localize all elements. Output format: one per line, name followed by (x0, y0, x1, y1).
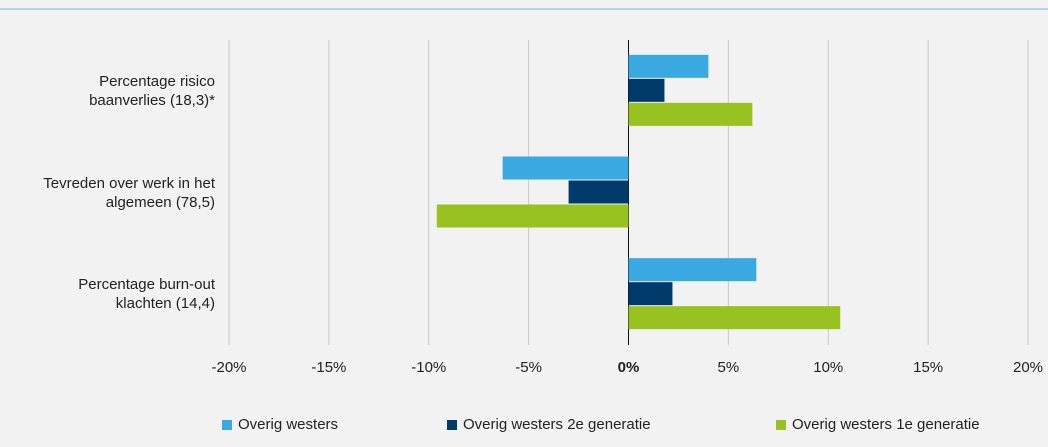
category-label: Percentage risico baanverlies (18,3)* (89, 72, 215, 109)
legend-label: Overig westers 2e generatie (463, 416, 651, 433)
legend-label: Overig westers 1e generatie (792, 416, 980, 433)
bar (628, 258, 757, 282)
category-label: Tevreden over werk in het algemeen (78,5… (43, 174, 215, 211)
category-label: Percentage burn-out klachten (14,4) (78, 276, 215, 313)
x-tick-label: 5% (718, 359, 740, 376)
bar (436, 204, 629, 228)
x-tick-label: 0% (618, 359, 640, 376)
x-tick-label: 20% (1013, 359, 1043, 376)
bar (628, 306, 841, 330)
x-tick-label: -10% (411, 359, 446, 376)
legend-swatch (776, 420, 786, 430)
legend-swatch (447, 420, 457, 430)
bar (502, 156, 629, 180)
bar (628, 54, 709, 78)
x-tick-label: 10% (813, 359, 843, 376)
bar (628, 78, 665, 102)
x-tick-label: 15% (913, 359, 943, 376)
bar (628, 282, 673, 306)
bar (568, 180, 629, 204)
x-tick-label: -15% (311, 359, 346, 376)
x-tick-label: -20% (211, 359, 246, 376)
bar (628, 102, 753, 126)
legend-label: Overig westers (238, 416, 338, 433)
legend-swatch (222, 420, 232, 430)
x-tick-label: -5% (515, 359, 542, 376)
